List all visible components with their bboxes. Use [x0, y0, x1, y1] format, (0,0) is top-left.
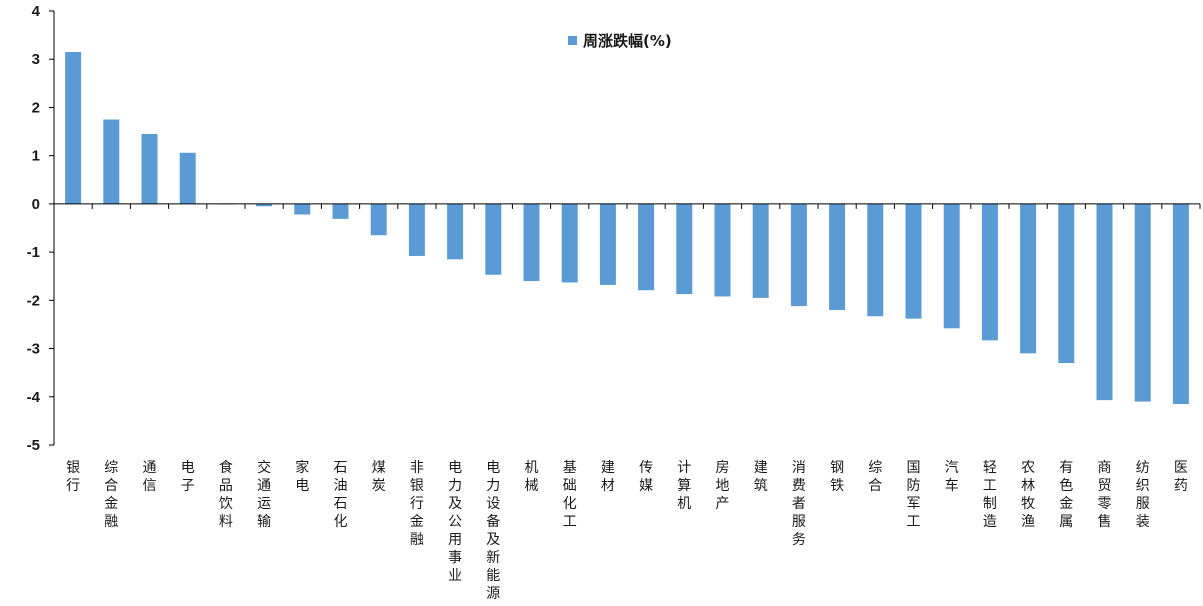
bar [714, 203, 731, 297]
category-label: 商贸零售 [1098, 460, 1112, 530]
y-tick-label: 4 [32, 3, 41, 20]
y-tick-label: 2 [32, 99, 40, 116]
y-tick-label: -4 [27, 389, 41, 406]
bar [408, 203, 425, 256]
category-label: 综合 [868, 460, 882, 494]
x-axis [53, 203, 1201, 209]
y-tick-label: -3 [27, 341, 40, 358]
bar [981, 203, 998, 341]
category-label: 有色金属 [1059, 460, 1073, 530]
bar [905, 203, 922, 319]
y-tick-label: 1 [32, 148, 40, 165]
y-tick-label: 3 [32, 51, 40, 68]
bar [141, 133, 158, 204]
bar [790, 203, 807, 307]
bar [370, 203, 387, 236]
category-label: 交通运输 [257, 459, 271, 530]
bar [829, 203, 846, 310]
category-label: 纺织服装 [1136, 460, 1150, 530]
legend: 周涨跌幅(%) [568, 32, 672, 50]
bar [523, 203, 540, 282]
category-label: 通信 [143, 460, 157, 494]
category-label: 房地产 [716, 460, 730, 512]
bar [599, 203, 616, 285]
bar [943, 203, 960, 329]
bar [1134, 203, 1151, 402]
bar [294, 203, 311, 215]
category-label: 机械 [525, 460, 539, 494]
bar [867, 203, 884, 317]
category-label: 轻工制造 [983, 460, 997, 530]
bar [179, 152, 196, 204]
bar [65, 51, 82, 204]
bar [638, 203, 655, 291]
bar [752, 203, 769, 298]
category-label: 建材 [601, 460, 615, 494]
category-label: 钢铁 [830, 460, 844, 494]
category-label: 汽车 [945, 460, 959, 494]
category-label: 电子 [181, 460, 195, 494]
category-label: 食品饮料 [219, 459, 233, 530]
category-label: 综合金融 [104, 460, 118, 530]
y-tick-label: -5 [27, 437, 40, 454]
bar [447, 203, 464, 260]
category-label: 电力设备及新能源 [486, 460, 500, 602]
category-label: 银行 [66, 460, 80, 494]
bar [1096, 203, 1113, 401]
y-tick-label: -2 [27, 292, 40, 309]
bars [65, 51, 1189, 405]
bar [1058, 203, 1075, 364]
category-label: 煤炭 [372, 460, 386, 494]
category-label: 基础化工 [563, 459, 577, 530]
legend-swatch [568, 36, 577, 45]
category-label: 建筑 [754, 460, 768, 494]
bar [676, 203, 693, 295]
y-tick-label: 0 [32, 196, 40, 213]
category-label: 计算机 [677, 460, 691, 512]
y-tick-label: -1 [27, 244, 40, 261]
bar [1020, 203, 1037, 354]
category-label: 非银行金融 [410, 460, 424, 548]
category-label: 传媒 [639, 460, 653, 494]
bar [485, 203, 502, 275]
category-label: 国防军工 [907, 460, 921, 530]
category-label: 医药 [1174, 460, 1188, 494]
bar [561, 203, 578, 283]
bar [103, 119, 120, 204]
bar [332, 203, 349, 219]
category-label: 农林牧渔 [1021, 460, 1035, 530]
category-label: 石油石化 [334, 460, 348, 530]
category-label: 家电 [295, 459, 309, 494]
y-axis: 4 3 2 1 0 -1 -2 -3 -4 -5 [27, 3, 55, 454]
bar [1172, 203, 1189, 405]
category-label: 消费者服务 [792, 460, 806, 548]
category-label: 电力及公用事业 [448, 460, 462, 584]
bar [256, 203, 273, 207]
legend-label: 周涨跌幅(%) [583, 32, 672, 50]
